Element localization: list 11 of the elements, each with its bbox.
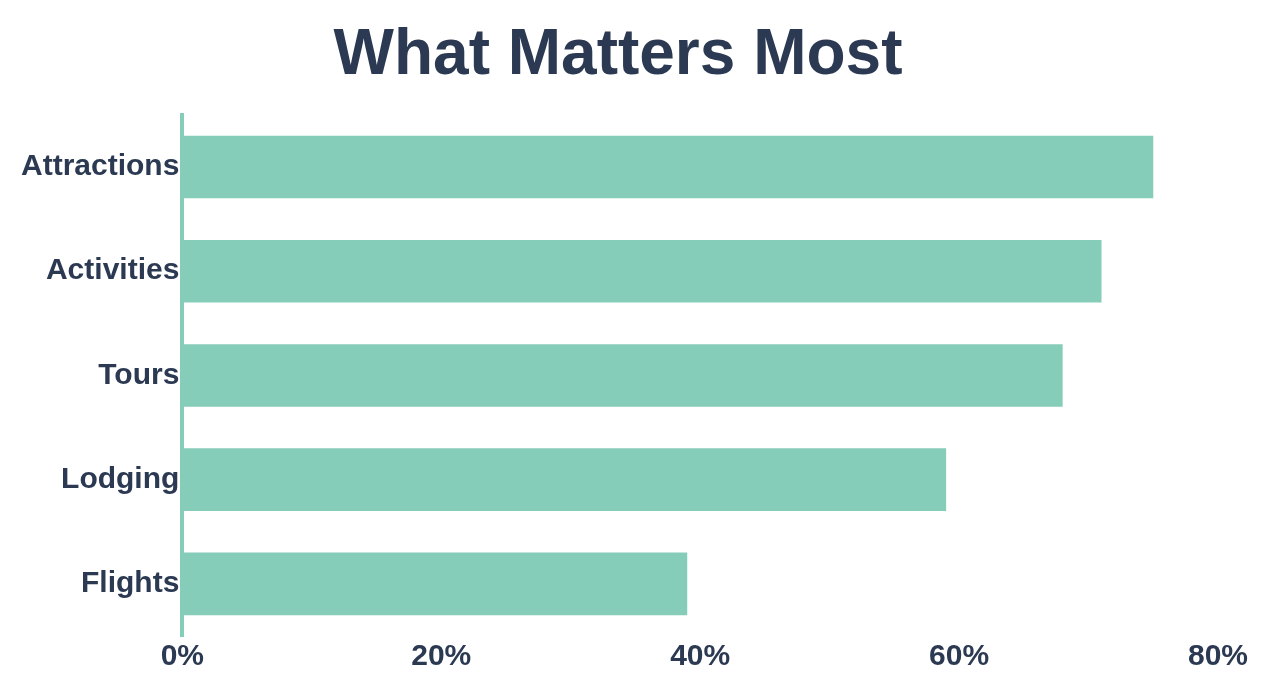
x-tick-label: 80%: [1187, 638, 1249, 672]
chart-title: What Matters Most: [333, 16, 903, 89]
y-tick-label: Tours: [98, 356, 180, 390]
x-tick-label: 60%: [929, 638, 990, 672]
y-tick-label: Activities: [45, 252, 180, 286]
x-tick-label: 0%: [160, 638, 205, 672]
x-tick-label: 20%: [411, 638, 472, 672]
y-tick-label: Lodging: [61, 460, 180, 494]
y-tick-label: Attractions: [20, 148, 180, 182]
y-tick-label: Flights: [81, 565, 180, 599]
x-tick-label: 40%: [670, 638, 731, 672]
